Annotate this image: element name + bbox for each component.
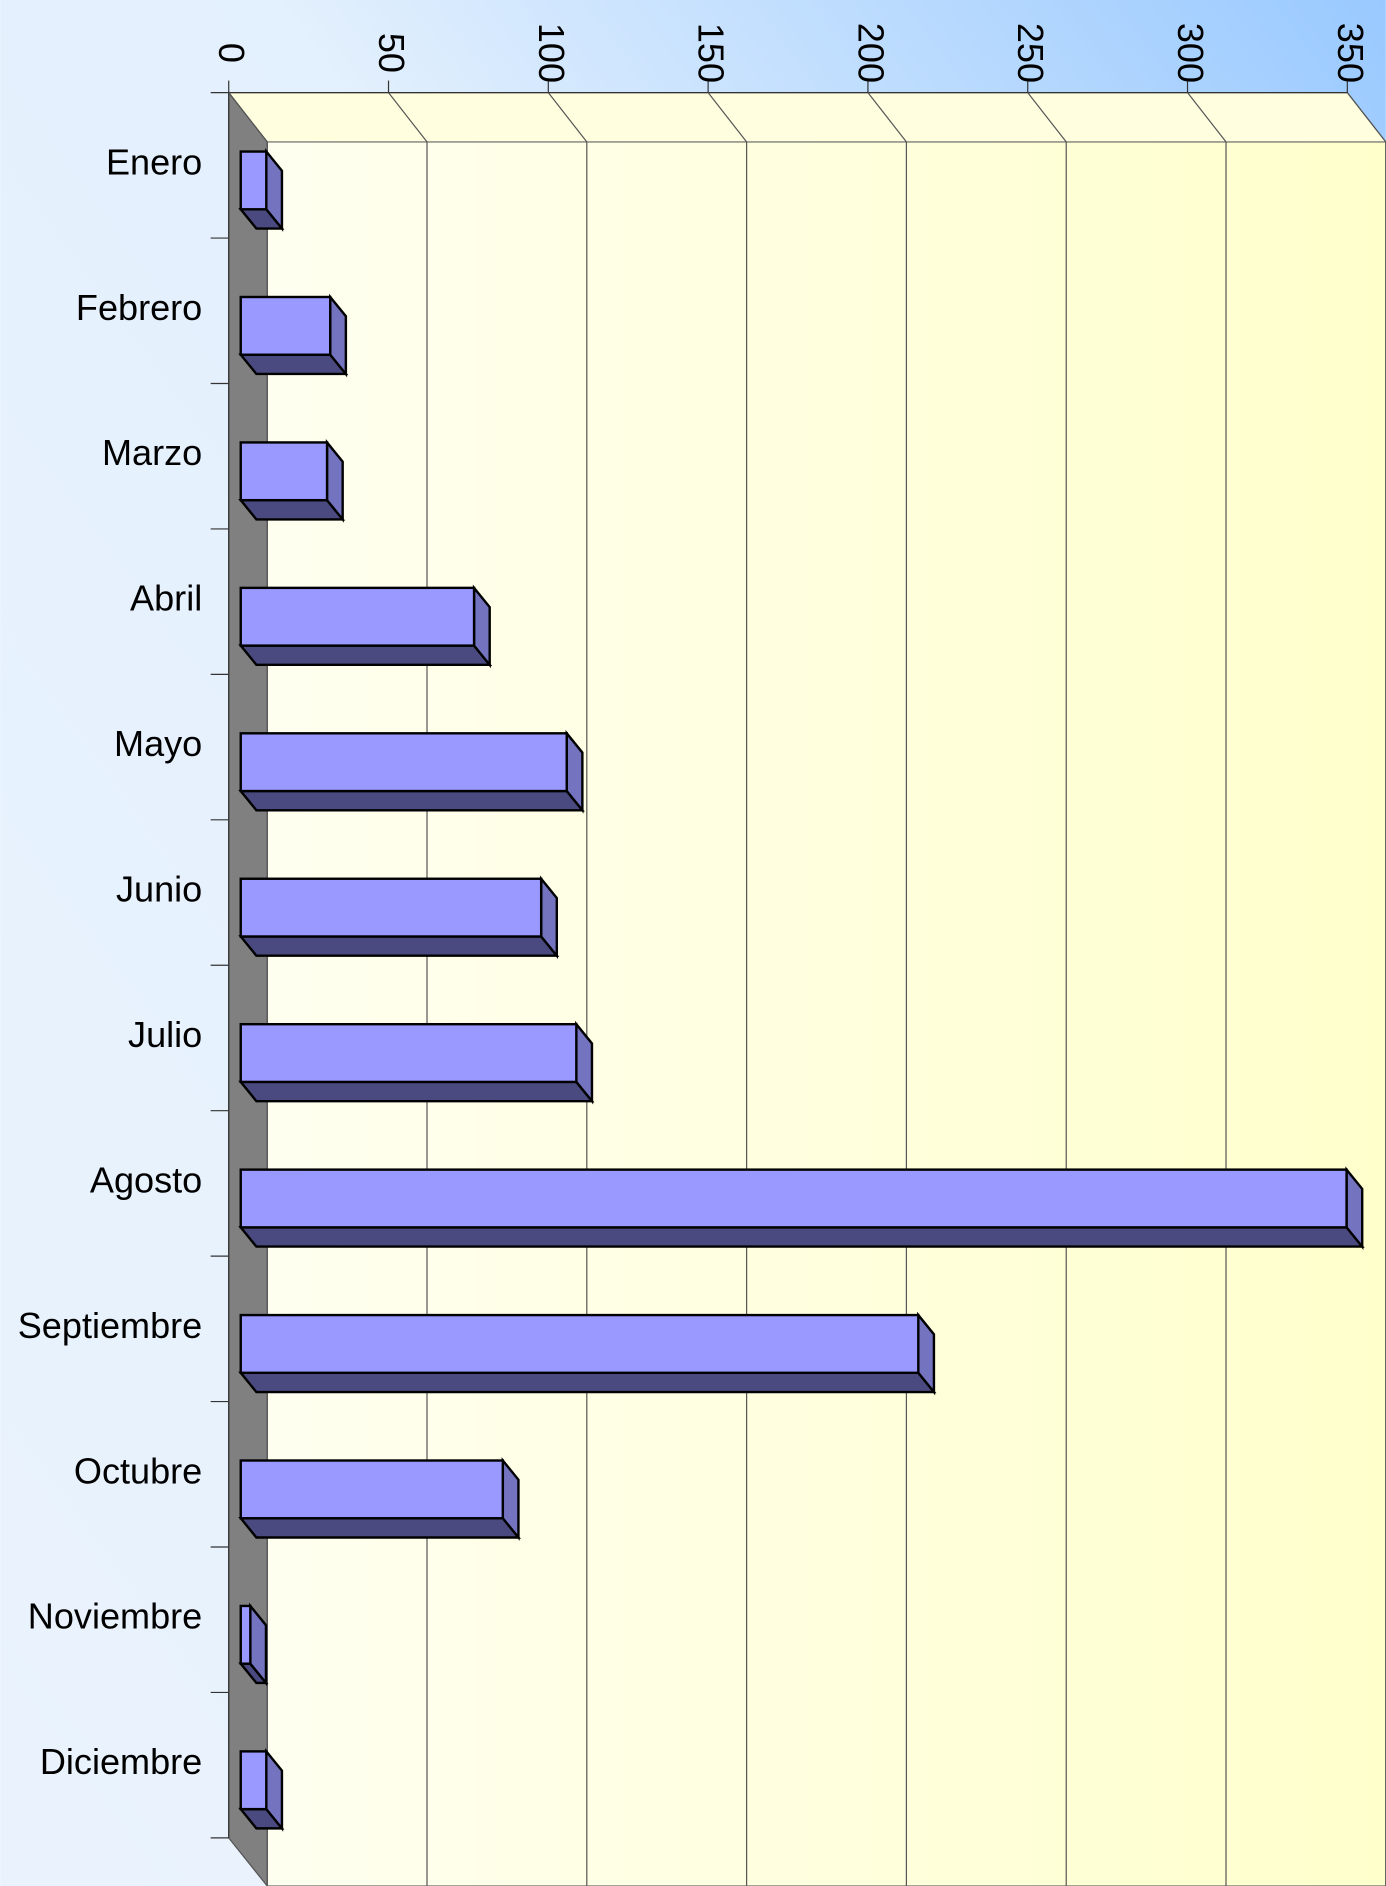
bar [239, 1604, 252, 1665]
x-tick-label: 200 [850, 23, 891, 83]
x-tick-label: 0 [211, 43, 252, 63]
x-tick-label: 50 [371, 33, 412, 73]
bar [239, 1313, 920, 1375]
bar-side [238, 1517, 521, 1539]
grid-line [707, 92, 748, 143]
bar-side [238, 498, 346, 521]
y-tick-label: Noviembre [28, 1596, 202, 1637]
bar [239, 732, 568, 793]
bar [239, 877, 543, 938]
grid-line [867, 92, 907, 143]
bar-side [238, 644, 493, 667]
y-tick-label: Julio [128, 1014, 202, 1055]
y-tick-label: Septiembre [18, 1305, 203, 1346]
bar [239, 1168, 1348, 1229]
bar-side [238, 353, 349, 376]
y-tick-label: Febrero [76, 287, 202, 328]
y-tick-label: Agosto [90, 1159, 202, 1200]
bar [239, 1459, 505, 1520]
y-tick-label: Junio [116, 869, 202, 910]
y-tick-label: Diciembre [40, 1741, 202, 1782]
bar-side [238, 789, 585, 812]
grid-line [388, 92, 428, 143]
bar [239, 1750, 268, 1811]
y-tick-label: Mayo [114, 723, 202, 764]
bar [239, 1022, 578, 1084]
x-tick-label: 100 [531, 23, 572, 83]
x-tick-label: 150 [691, 23, 732, 83]
x-tick-label: 250 [1010, 23, 1051, 83]
grid-line [1187, 92, 1227, 143]
back-wall [266, 141, 1386, 1886]
grid-line [1027, 92, 1067, 143]
y-tick-label: Marzo [102, 432, 202, 473]
x-tick-label: 350 [1330, 23, 1371, 83]
x-tick-label: 300 [1170, 23, 1211, 83]
bar [239, 441, 329, 502]
y-tick-label: Abril [130, 578, 202, 619]
grid-line [228, 92, 268, 143]
y-tick-label: Enero [106, 141, 202, 182]
bar-side [238, 1226, 1365, 1248]
grid-line [1346, 92, 1386, 143]
bar [239, 150, 268, 211]
grid-line [547, 92, 588, 143]
bar [239, 586, 476, 647]
y-tick-label: Octubre [74, 1450, 202, 1491]
bar-side [238, 935, 560, 957]
bar-side [238, 1371, 937, 1394]
bar [239, 295, 332, 356]
bar-side [238, 1080, 595, 1103]
top-wall [227, 92, 1386, 143]
